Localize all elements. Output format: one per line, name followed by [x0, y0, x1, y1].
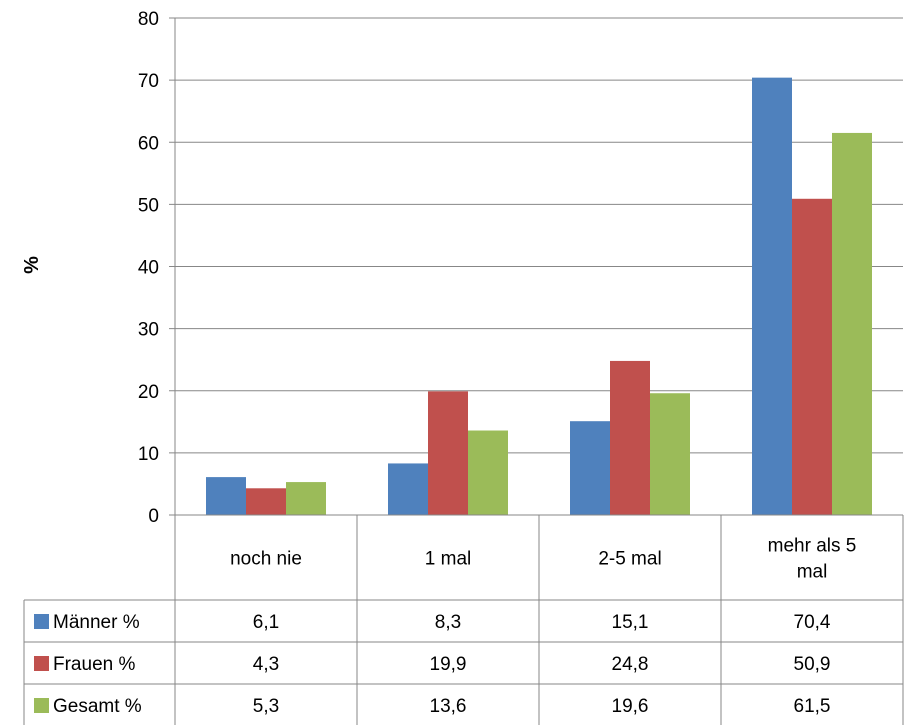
bars [206, 77, 872, 515]
table-value: 5,3 [253, 696, 279, 717]
bar-2-4 [792, 198, 832, 515]
table-value: 61,5 [794, 696, 831, 717]
legend-label: Frauen % [53, 654, 135, 675]
bar-1-3 [570, 421, 610, 515]
legend-label: Gesamt % [53, 696, 142, 717]
y-tick-label: 60 [138, 133, 159, 154]
y-tick-label: 40 [138, 258, 159, 279]
table-value: 4,3 [253, 654, 279, 675]
legend-label: Männer % [53, 612, 140, 633]
y-tick-label: 10 [138, 444, 159, 465]
legend-key-2 [34, 656, 49, 671]
y-tick-label: 30 [138, 320, 159, 341]
table-value: 70,4 [794, 612, 831, 633]
bar-3-4 [832, 132, 872, 515]
bar-1-2 [388, 463, 428, 515]
y-tick-label: 0 [148, 506, 159, 527]
table-value: 6,1 [253, 612, 279, 633]
table-value: 15,1 [612, 612, 649, 633]
gridlines [174, 17, 903, 516]
y-tick-label: 20 [138, 382, 159, 403]
y-axis-ticks: 0 10 20 30 40 50 60 70 80 [138, 9, 175, 527]
bar-1-4 [752, 77, 792, 515]
bar-2-2 [428, 391, 468, 515]
table-value: 24,8 [612, 654, 649, 675]
category-label: mehr als 5 mal [768, 536, 857, 583]
y-tick-label: 50 [138, 195, 159, 216]
y-tick-label: 80 [138, 9, 159, 30]
bar-3-3 [650, 393, 690, 515]
bar-1-1 [206, 477, 246, 515]
y-tick-label: 70 [138, 71, 159, 92]
bar-3-1 [286, 482, 326, 515]
category-label: noch nie [230, 549, 302, 570]
table-value: 19,9 [430, 654, 467, 675]
table-value: 50,9 [794, 654, 831, 675]
table-value: 19,6 [612, 696, 649, 717]
legend-key-3 [34, 698, 49, 713]
table-value: 13,6 [430, 696, 467, 717]
table-value: 8,3 [435, 612, 461, 633]
category-label: 1 mal [425, 549, 471, 570]
data-table: noch nie 1 mal 2-5 mal mehr als 5 mal Männer … [23, 514, 904, 725]
bar-2-3 [610, 360, 650, 515]
category-label: 2-5 mal [598, 549, 661, 570]
y-axis-label: % [21, 256, 43, 274]
bar-2-1 [246, 488, 286, 515]
legend-key-1 [34, 614, 49, 629]
bar-3-2 [468, 430, 508, 515]
